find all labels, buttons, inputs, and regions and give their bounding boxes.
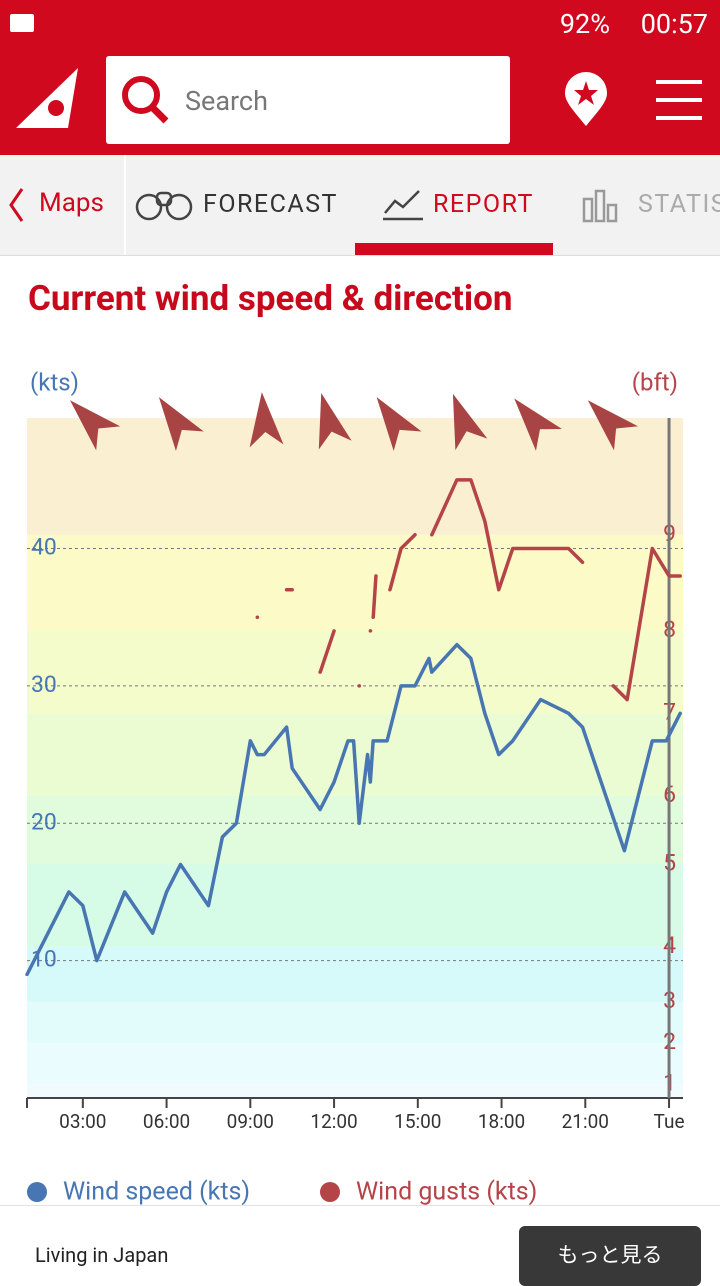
x-tick-label: 18:00	[478, 1110, 525, 1133]
legend-label: Wind gusts (kts)	[356, 1178, 537, 1205]
y-tick-label: 30	[31, 671, 57, 698]
forecast-icon	[135, 191, 193, 221]
legend-marker	[320, 1182, 340, 1202]
beaufort-band	[27, 1001, 683, 1044]
favorite-button[interactable]	[563, 72, 609, 128]
x-tick-label: 03:00	[59, 1110, 106, 1133]
y2-axis-label: (bft)	[632, 368, 678, 396]
search-icon	[122, 76, 169, 124]
x-tick-label: 15:00	[394, 1110, 441, 1133]
beaufort-band	[27, 1043, 683, 1085]
back-label: Maps	[39, 188, 104, 218]
back-arrow	[9, 188, 24, 222]
status-icon	[10, 14, 34, 32]
ad-text: Living in Japan	[35, 1243, 169, 1267]
wind-direction-arrow	[70, 400, 121, 451]
back-tab[interactable]	[0, 155, 126, 255]
series-line	[255, 478, 682, 702]
beaufort-band	[27, 418, 683, 535]
y-axis-label: (kts)	[30, 368, 79, 396]
report-icon	[383, 190, 423, 221]
legend-label: Wind speed (kts)	[63, 1178, 250, 1205]
beaufort-band	[27, 534, 683, 631]
section-title: Current wind speed & direction	[28, 278, 513, 319]
wind-direction-arrow	[514, 398, 562, 451]
clock: 00:57	[640, 8, 708, 40]
wind-direction-arrow	[376, 397, 422, 452]
y-tick-label: 20	[31, 808, 57, 835]
wind-direction-arrow	[318, 392, 352, 450]
beaufort-band	[27, 864, 683, 947]
x-tick-label: 21:00	[562, 1110, 609, 1133]
battery-text: 92%	[559, 8, 610, 40]
x-tick-label: Tue	[654, 1110, 685, 1133]
statistics-icon	[582, 189, 618, 223]
search-box[interactable]	[106, 56, 510, 144]
app-logo	[16, 68, 78, 128]
legend-marker	[27, 1182, 47, 1202]
tab-label[interactable]: STATISTICS	[638, 190, 720, 219]
active-tab-indicator	[355, 243, 553, 255]
series-line	[25, 642, 682, 977]
x-tick-label: 06:00	[143, 1110, 190, 1133]
beaufort-band	[27, 630, 683, 714]
tab-label[interactable]: REPORT	[433, 190, 534, 219]
beaufort-band	[27, 946, 683, 1002]
y-tick-label: 40	[31, 534, 57, 561]
beaufort-band	[27, 795, 683, 865]
beaufort-band	[27, 1084, 683, 1098]
search-placeholder: Search	[185, 85, 268, 117]
ad-button[interactable]: もっと見る	[519, 1226, 701, 1286]
tab-label[interactable]: FORECAST	[203, 190, 338, 219]
wind-direction-arrow	[249, 392, 284, 448]
wind-direction-arrow	[158, 397, 204, 452]
tab-bar: Maps FORECAST REPORT STATISTICS	[0, 155, 720, 256]
wind-direction-arrow	[452, 393, 488, 451]
x-tick-label: 12:00	[310, 1110, 357, 1133]
ad-banner[interactable]: Living in Japan もっと見る	[0, 1205, 720, 1286]
menu-button[interactable]	[656, 78, 702, 122]
chart: 10203040123456789(kts)(bft)03:0006:0009:…	[25, 368, 685, 1205]
wind-direction-arrow	[587, 400, 639, 451]
x-tick-label: 09:00	[227, 1110, 274, 1133]
